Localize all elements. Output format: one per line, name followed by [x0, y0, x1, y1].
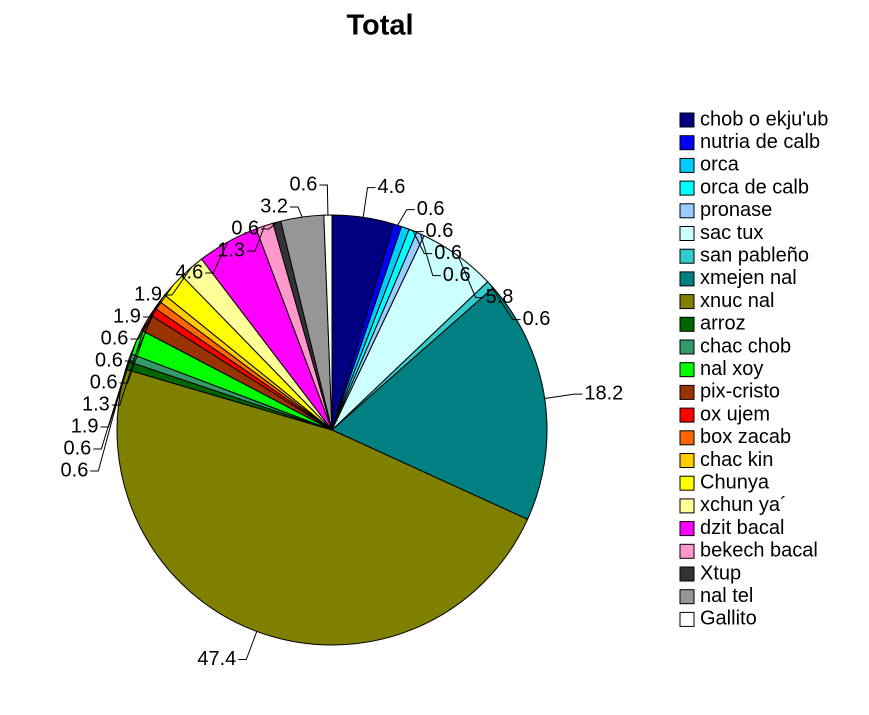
legend-swatch [679, 203, 695, 219]
legend-swatch [679, 226, 695, 241]
legend-swatch [679, 180, 695, 196]
legend-label: dzit bacal [700, 517, 785, 539]
data-label: 1.3 [217, 239, 245, 261]
leader-line [261, 221, 278, 230]
data-label: 0.6 [61, 459, 89, 481]
legend-label: chac kin [700, 449, 773, 471]
legend-label: Gallito [700, 608, 757, 630]
legend-label: nutria de calb [700, 131, 820, 153]
legend-label: box zacab [700, 426, 791, 448]
legend-label: nal xoy [700, 358, 763, 380]
data-label: 1.9 [113, 305, 141, 327]
legend-swatch [679, 271, 695, 287]
data-label: 5.8 [486, 286, 514, 308]
legend-label: chob o ekju'ub [700, 108, 828, 130]
legend-label: pronase [700, 199, 772, 221]
leader-line [93, 357, 131, 450]
legend-label: xmejen nal [700, 267, 797, 289]
data-label: 18.2 [584, 382, 623, 404]
legend-swatch [679, 453, 695, 468]
data-label: 0.6 [426, 220, 454, 242]
legend-label: chac chob [700, 335, 791, 357]
legend-label: san pableño [700, 244, 809, 266]
legend-label: arroz [700, 313, 746, 335]
legend-swatch [679, 543, 695, 559]
leader-line [319, 184, 329, 216]
pie-slice [116, 368, 529, 646]
data-label: 0.6 [434, 242, 462, 264]
leader-line [238, 631, 258, 661]
legend-label: bekech bacal [700, 540, 818, 562]
leader-line [544, 393, 583, 399]
legend-label: Xtup [700, 562, 741, 584]
legend-label: orca de calb [700, 176, 809, 198]
data-label: 1.3 [82, 393, 110, 415]
leader-line [290, 206, 303, 218]
legend-swatch [679, 294, 695, 310]
chart-title: Total [346, 10, 413, 42]
legend-swatch [679, 475, 695, 491]
data-label: 0.6 [101, 327, 129, 349]
data-label: 0.6 [63, 437, 91, 459]
legend-swatch [679, 316, 695, 332]
leader-line [90, 365, 128, 472]
data-label: 0.6 [90, 371, 118, 393]
leader-line [412, 230, 433, 255]
legend-swatch [679, 589, 695, 605]
data-label: 0.6 [231, 217, 259, 239]
pie-slice [323, 214, 333, 431]
legend-swatch [679, 611, 695, 627]
leader-line [457, 255, 484, 299]
data-label: 4.6 [378, 176, 406, 198]
leader-line [405, 227, 424, 233]
data-label: 0.6 [290, 173, 318, 195]
legend-label: Chunya [700, 471, 770, 493]
legend-swatch [679, 248, 695, 264]
legend-swatch [679, 157, 695, 173]
leader-line [490, 284, 521, 321]
legend-label: nal tel [700, 585, 753, 607]
legend-swatch [679, 498, 695, 514]
legend-label: xnuc nal [700, 290, 775, 312]
leader-line [397, 209, 415, 226]
leader-line [205, 241, 229, 274]
data-label: 1.9 [134, 283, 162, 305]
legend-swatch [679, 362, 695, 378]
data-label: 0.6 [417, 198, 445, 220]
leader-line [362, 187, 376, 218]
legend-swatch [679, 135, 695, 151]
legend-swatch [679, 430, 695, 446]
leader-line [124, 304, 158, 362]
legend-swatch [679, 112, 695, 128]
legend-swatch [679, 339, 695, 355]
pie-slice [331, 287, 548, 521]
leader-line [247, 225, 265, 252]
legend-swatch [679, 384, 695, 400]
legend-label: xchun ya´ [700, 494, 787, 516]
legend-swatch [679, 566, 695, 582]
data-label: 3.2 [260, 195, 288, 217]
legend-label: sac tux [700, 222, 763, 244]
data-label: 0.6 [95, 349, 123, 371]
data-label: 4.6 [175, 261, 203, 283]
legend-swatch [679, 407, 695, 423]
legend-swatch [679, 521, 695, 537]
data-label: 1.9 [71, 415, 99, 437]
leader-line [419, 233, 441, 277]
legend-label: ox ujem [700, 403, 770, 425]
data-label: 47.4 [197, 648, 236, 670]
legend-label: orca [700, 154, 740, 176]
legend-label: pix-cristo [700, 381, 780, 403]
data-label: 0.6 [523, 308, 551, 330]
